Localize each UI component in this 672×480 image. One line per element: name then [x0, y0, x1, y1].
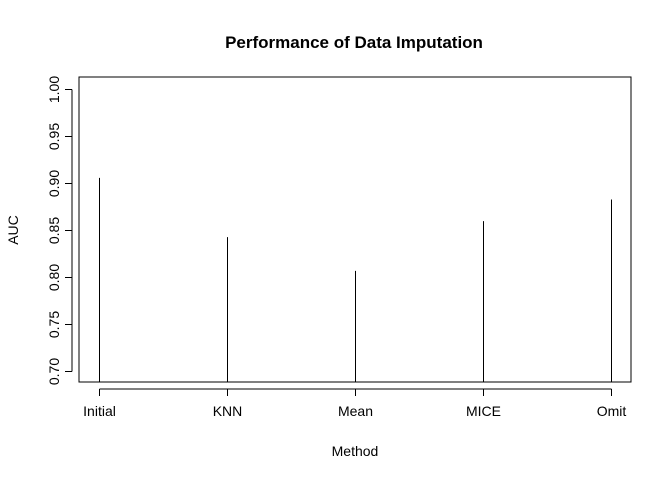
bar-series [99, 177, 612, 382]
y-tick-label: 0.75 [46, 311, 62, 338]
x-tick-label: Omit [597, 403, 627, 419]
x-tick-label: KNN [213, 403, 243, 419]
x-axis-title: Method [332, 443, 379, 459]
y-tick-label: 0.70 [46, 358, 62, 385]
y-tick-label: 0.90 [46, 170, 62, 197]
x-tick-label: MICE [466, 403, 501, 419]
y-tick-label: 0.80 [46, 264, 62, 291]
x-tick-label: Mean [338, 403, 373, 419]
y-tick-label: 1.00 [46, 76, 62, 103]
y-axis-title: AUC [5, 215, 21, 245]
y-axis: 0.70 0.75 0.80 0.85 0.90 0.95 1.00 [46, 76, 73, 385]
chart-title: Performance of Data Imputation [225, 33, 483, 52]
y-tick-label: 0.85 [46, 217, 62, 244]
y-tick-label: 0.95 [46, 123, 62, 150]
x-axis: Initial KNN Mean MICE Omit [83, 388, 627, 419]
x-tick-label: Initial [83, 403, 116, 419]
